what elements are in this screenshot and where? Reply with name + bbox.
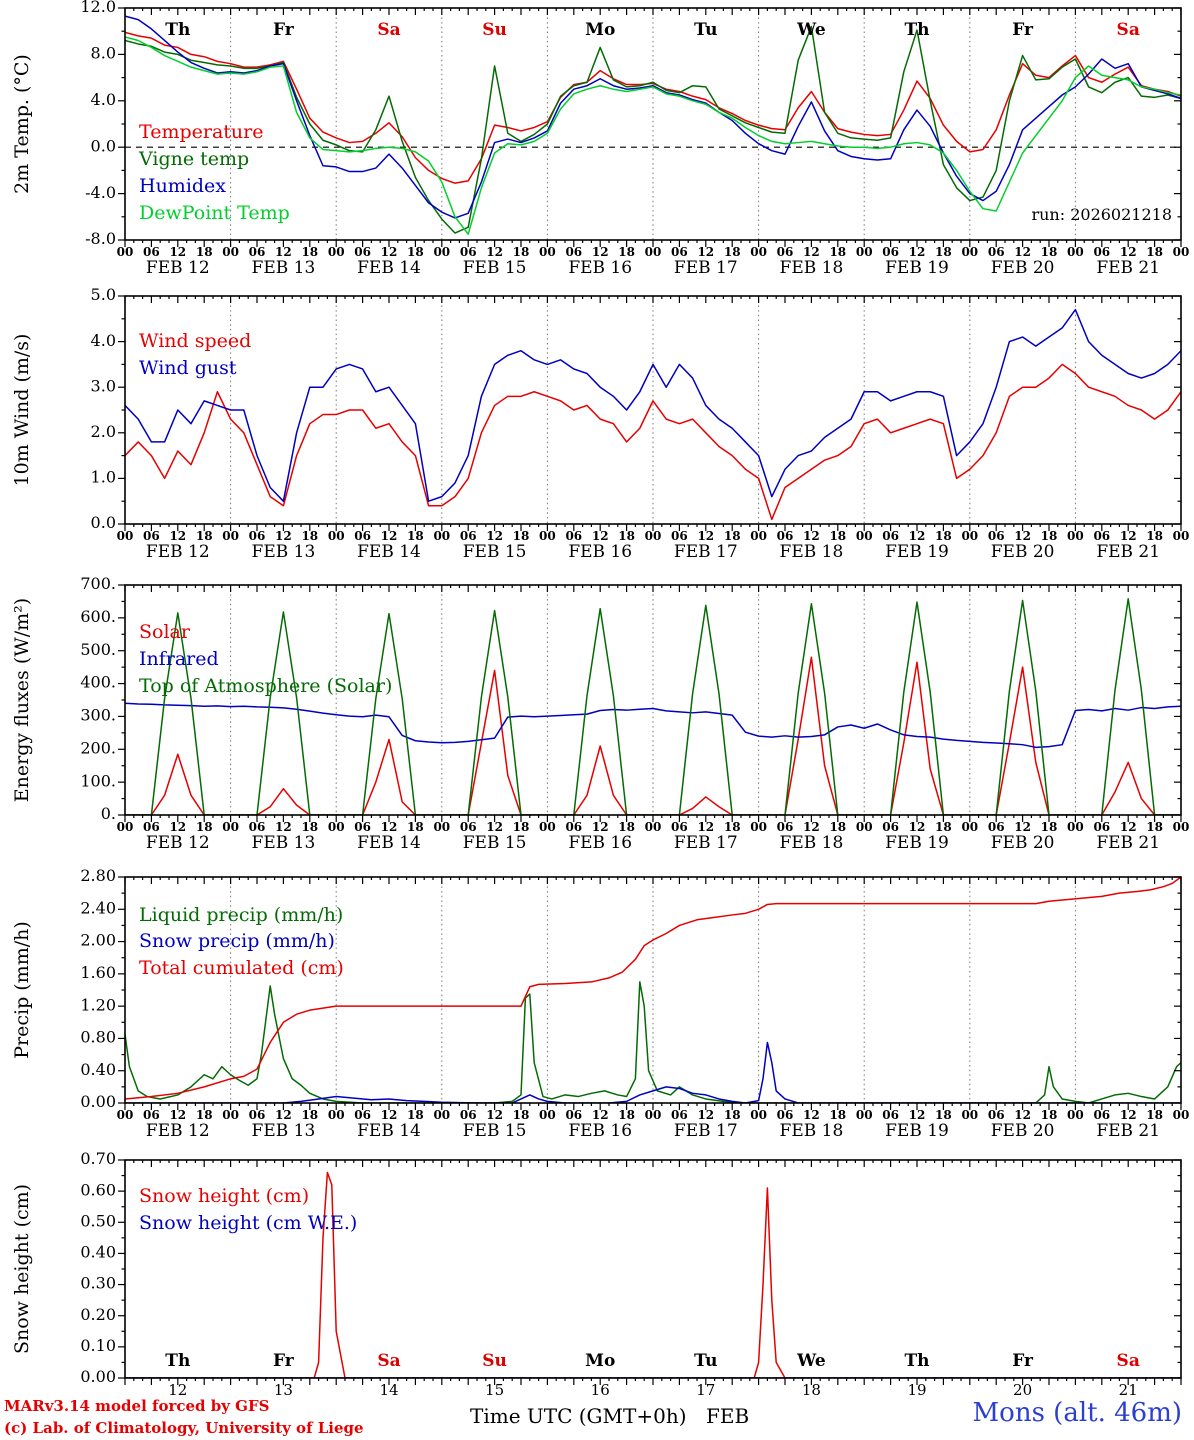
run-label: run: 2026021218 [1031, 205, 1172, 224]
month-label: FEB [706, 1404, 750, 1428]
legend-wind-gust: Wind gust [139, 357, 237, 379]
y-axis-label-snow: Snow height (cm) [11, 1183, 33, 1355]
legend-solar: Solar [139, 621, 190, 643]
legend-snow-height: Snow height (cm) [139, 1185, 310, 1207]
y-axis-label-precip: Precip (mm/h) [11, 921, 33, 1059]
x-axis-label: Time UTC (GMT+0h) [470, 1404, 687, 1428]
legend-humidex: Humidex [139, 175, 227, 197]
legend-toa-solar: Top of Atmosphere (Solar) [139, 675, 393, 697]
y-axis-label-wind: 10m Wind (m/s) [11, 333, 33, 487]
legend-temperature: Temperature [139, 121, 264, 143]
credit-line-2: (c) Lab. of Climatology, University of L… [4, 1419, 364, 1437]
y-axis-label-energy: Energy fluxes (W/m²) [11, 597, 33, 803]
legend-total-cumulated: Total cumulated (cm) [139, 957, 344, 979]
legend-wind-speed: Wind speed [139, 330, 252, 352]
legend-snow-height-we: Snow height (cm W.E.) [139, 1212, 358, 1234]
legend-liquid-precip: Liquid precip (mm/h) [139, 904, 344, 926]
y-axis-label-temperature: 2m Temp. (°C) [11, 54, 33, 194]
location-label: Mons (alt. 46m) [972, 1398, 1182, 1428]
credit-line-1: MARv3.14 model forced by GFS [4, 1397, 270, 1415]
legend-dewpoint-temp: DewPoint Temp [139, 202, 290, 224]
legend-infrared: Infrared [139, 648, 219, 670]
legend-snow-precip: Snow precip (mm/h) [139, 930, 335, 952]
legend-vigne-temp: Vigne temp [139, 148, 250, 170]
